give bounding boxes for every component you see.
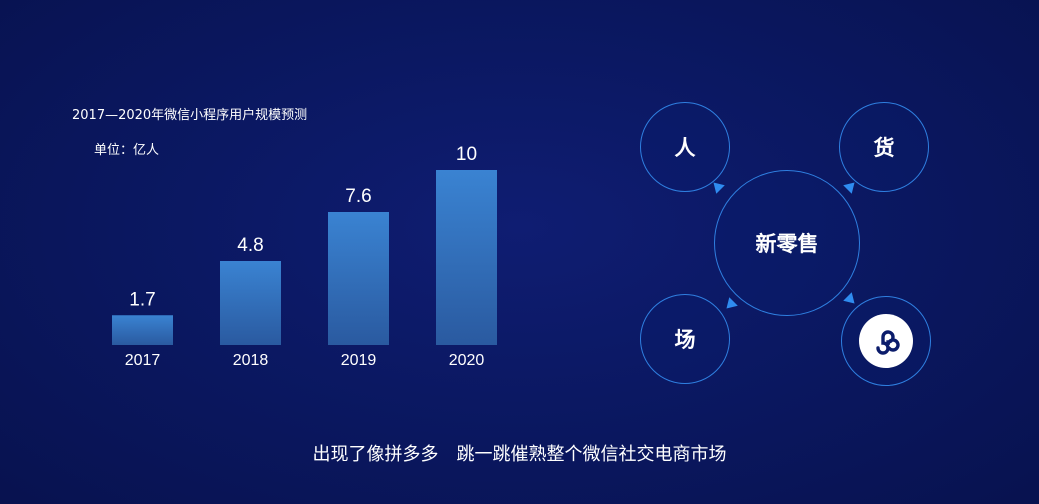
caption-part-1: 出现了像拼多多 [312,444,439,465]
tick-label-2020: 2020 [449,352,485,369]
arrow-to-goods-icon [843,178,859,194]
tick-label-2019: 2019 [341,352,377,369]
bar-2018 [220,261,281,345]
node-people-label: 人 [674,136,696,160]
caption: 出现了像拼多多 跳一跳催熟整个微信社交电商市场 [0,440,1039,466]
node-new-retail: 新零售 [714,170,860,316]
arrow-to-place-icon [722,297,738,313]
tick-label-2017: 2017 [125,352,161,369]
value-label-2019: 7.6 [345,186,371,207]
value-label-2020: 10 [456,144,477,165]
node-goods: 货 [839,102,929,192]
chart-unit-label: 单位：亿人 [94,143,160,158]
value-label-2017: 1.7 [129,289,155,310]
arrow-to-mini-program-icon [843,292,859,308]
bar-2020 [436,170,497,345]
bar-chart: 1.7 2017 4.8 2018 7.6 2019 10 2020 [112,144,497,369]
value-label-2018: 4.8 [237,235,263,256]
wechat-mini-program-icon [859,314,913,368]
node-goods-label: 货 [873,136,895,160]
caption-part-2: 跳一跳催熟整个微信社交电商市场 [456,444,727,465]
node-place: 场 [640,294,730,384]
node-people: 人 [640,102,730,192]
bar-2017 [112,315,173,345]
bar-2019 [328,212,389,345]
arrow-to-people-icon [709,178,725,194]
node-mini-program [841,296,931,386]
chart-title: 2017—2020年微信小程序用户规模预测 [72,108,308,123]
node-new-retail-label: 新零售 [755,232,819,256]
node-place-label: 场 [674,328,696,352]
tick-label-2018: 2018 [233,352,269,369]
